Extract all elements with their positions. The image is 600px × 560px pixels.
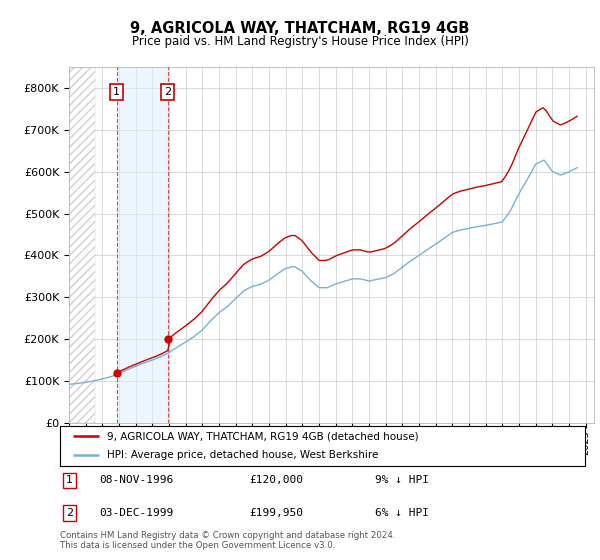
Text: 03-DEC-1999: 03-DEC-1999 (100, 508, 173, 518)
FancyBboxPatch shape (60, 426, 585, 466)
Bar (69, 67, 95, 423)
Text: 9, AGRICOLA WAY, THATCHAM, RG19 4GB: 9, AGRICOLA WAY, THATCHAM, RG19 4GB (130, 21, 470, 36)
Text: Price paid vs. HM Land Registry's House Price Index (HPI): Price paid vs. HM Land Registry's House … (131, 35, 469, 48)
Text: Contains HM Land Registry data © Crown copyright and database right 2024.
This d: Contains HM Land Registry data © Crown c… (60, 531, 395, 550)
Text: 08-NOV-1996: 08-NOV-1996 (100, 475, 173, 486)
Bar (69, 67, 95, 423)
Text: 2: 2 (164, 87, 171, 97)
Text: 9% ↓ HPI: 9% ↓ HPI (375, 475, 429, 486)
Text: £120,000: £120,000 (249, 475, 303, 486)
Bar (116, 67, 167, 423)
Text: 1: 1 (66, 475, 73, 486)
Text: £199,950: £199,950 (249, 508, 303, 518)
Text: HPI: Average price, detached house, West Berkshire: HPI: Average price, detached house, West… (107, 450, 379, 460)
Text: 6% ↓ HPI: 6% ↓ HPI (375, 508, 429, 518)
Text: 2: 2 (66, 508, 73, 518)
Text: 1: 1 (113, 87, 120, 97)
Text: 9, AGRICOLA WAY, THATCHAM, RG19 4GB (detached house): 9, AGRICOLA WAY, THATCHAM, RG19 4GB (det… (107, 431, 419, 441)
